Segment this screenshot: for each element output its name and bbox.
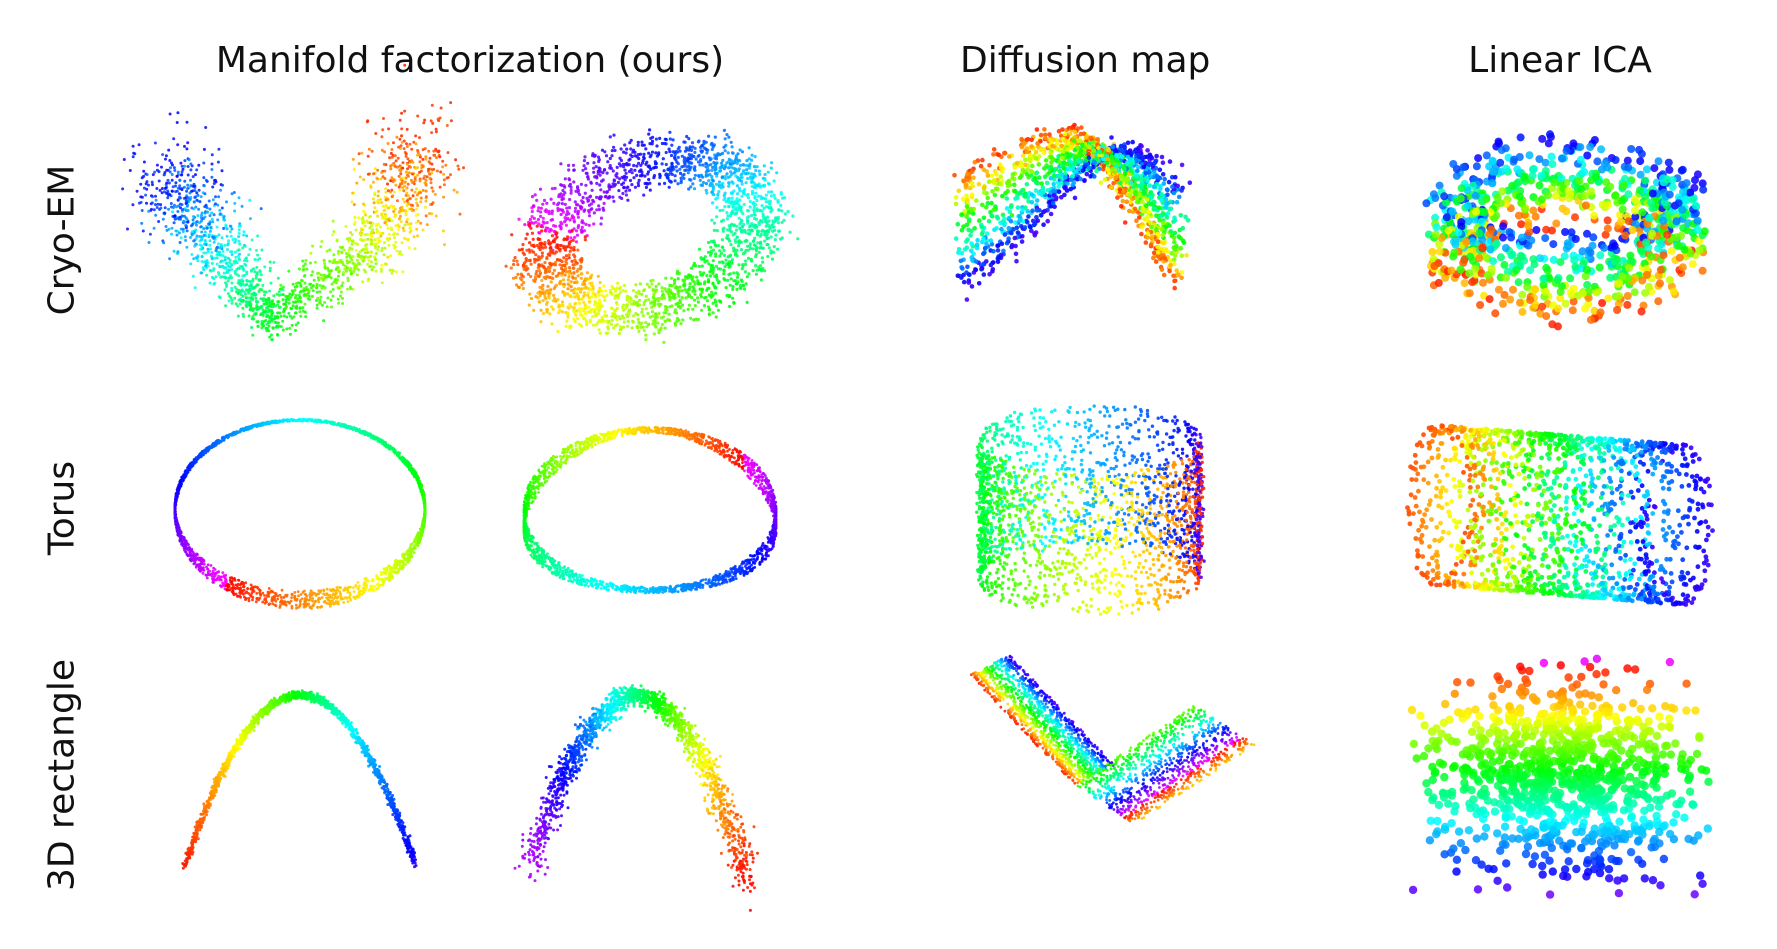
panel-rect-manifold-2 <box>500 670 800 912</box>
panel-torus-diffusion <box>960 395 1220 635</box>
column-title-manifold: Manifold factorization (ours) <box>160 40 780 81</box>
row-label-3d-rectangle: 3D rectangle <box>42 659 83 891</box>
panel-rect-ica <box>1400 650 1720 900</box>
row-label-torus: Torus <box>42 461 83 555</box>
panel-cryo-manifold-2 <box>490 120 810 360</box>
panel-cryo-diffusion <box>930 115 1250 355</box>
panel-torus-ica <box>1400 395 1730 625</box>
panel-cryo-manifold-1 <box>121 63 465 360</box>
panel-rect-diffusion <box>955 654 1256 890</box>
panel-torus-manifold-1 <box>155 405 445 625</box>
column-title-ica: Linear ICA <box>1445 40 1675 81</box>
panel-rect-manifold-1 <box>155 670 445 890</box>
column-title-diffusion: Diffusion map <box>960 40 1210 81</box>
row-label-cryo-em: Cryo-EM <box>42 165 83 316</box>
panel-torus-manifold-2 <box>500 400 800 625</box>
panel-cryo-ica <box>1405 120 1725 360</box>
